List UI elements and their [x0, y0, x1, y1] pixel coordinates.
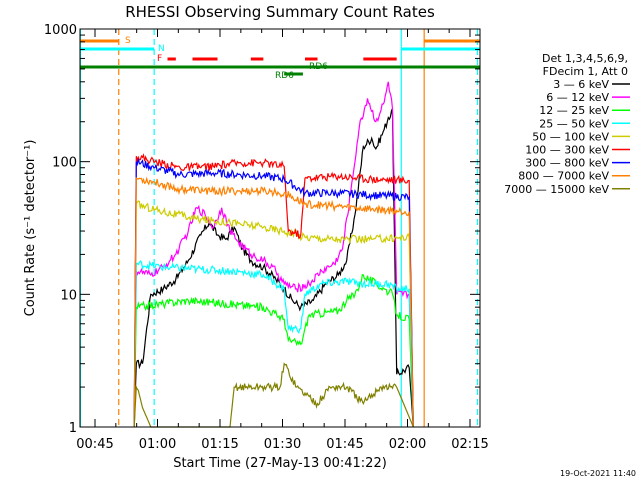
x-tick-label: 01:00 — [139, 437, 176, 452]
series-line-7 — [133, 158, 414, 428]
x-tick-label: 02:15 — [451, 437, 488, 452]
x-tick-label: 01:15 — [201, 437, 238, 452]
x-tick-label: 02:00 — [389, 437, 426, 452]
x-tick-label: 00:45 — [76, 437, 113, 452]
legend-entry-label: 300 — 800 keV — [525, 157, 609, 170]
chart-title: RHESSI Observing Summary Count Rates — [125, 3, 435, 21]
y-axis-label: Count Rate (s⁻¹ detector⁻¹) — [23, 140, 38, 317]
legend-entry-label: 6 — 12 keV — [546, 91, 609, 104]
legend-entry-label: 25 — 50 keV — [539, 117, 609, 130]
series-line-8 — [133, 176, 414, 428]
legend-entry-label: 50 — 100 keV — [532, 130, 609, 143]
state-bar-label: RD6 — [309, 62, 328, 72]
legend: Det 1,3,4,5,6,9,FDecim 1, Att 03 — 6 keV… — [504, 52, 630, 196]
series-line-2 — [133, 81, 414, 428]
series-line-4 — [133, 260, 414, 428]
state-bar-label: F — [157, 54, 162, 64]
legend-entry-label: 12 — 25 keV — [539, 104, 609, 117]
legend-entry-label: 800 — 7000 keV — [518, 170, 609, 183]
legend-entry-label: 7000 — 15000 keV — [504, 183, 609, 196]
plot-frame — [79, 28, 481, 428]
x-axis-label: Start Time (27-May-13 00:41:22) — [173, 456, 387, 471]
series-line-3 — [133, 273, 414, 428]
legend-entry-label: 3 — 6 keV — [553, 78, 609, 91]
legend-entry-label: 100 — 300 keV — [525, 144, 609, 157]
state-bar-label: N — [158, 44, 165, 54]
y-axis-ticks: 1 10 100 1000 — [44, 23, 480, 436]
x-tick-label: 01:30 — [264, 437, 301, 452]
data-series — [133, 81, 414, 428]
series-line-6 — [133, 153, 414, 428]
y-tick-label: 1000 — [44, 23, 77, 38]
y-tick-label: 10 — [60, 288, 77, 303]
legend-header: FDecim 1, Att 0 — [543, 65, 628, 78]
state-bar-label: S — [125, 36, 131, 46]
instrument-state-bars: S NF RD6 RD6 — [80, 36, 480, 81]
footer-timestamp: 19-Oct-2021 11:40 — [560, 469, 636, 478]
series-line-5 — [133, 200, 414, 428]
x-axis-ticks: 00:45 01:00 01:15 01:30 01:45 02:00 02:15 — [76, 29, 489, 452]
state-bar-label: RD6 — [275, 71, 294, 81]
legend-header: Det 1,3,4,5,6,9, — [542, 52, 628, 65]
y-tick-label: 1 — [69, 421, 77, 436]
x-tick-label: 01:45 — [326, 437, 363, 452]
y-tick-label: 100 — [52, 156, 77, 171]
